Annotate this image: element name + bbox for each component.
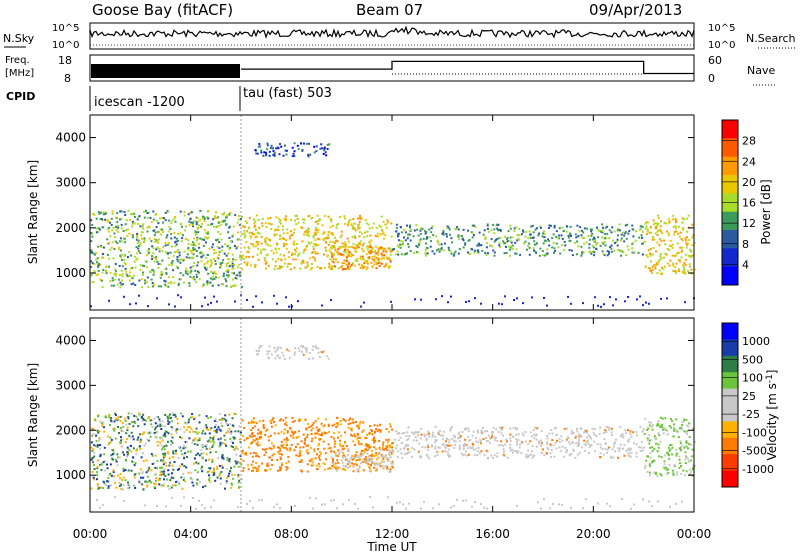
y-tick-label: 2000 bbox=[55, 221, 86, 235]
noise-panel: N.Sky 10^5 10^0 10^5 10^0 N.Search bbox=[3, 22, 796, 51]
colorbar-tick-label: -500 bbox=[742, 445, 767, 458]
echo-region bbox=[392, 425, 645, 460]
echo-region bbox=[241, 416, 394, 473]
echo-region bbox=[90, 412, 243, 491]
time-axis: 00:00 04:00 08:00 12:00 16:00 20:00 00:00 bbox=[73, 115, 712, 541]
nsky-label: N.Sky bbox=[3, 32, 35, 45]
colorbar-swatch bbox=[722, 372, 738, 390]
colorbar-tick-label: 500 bbox=[742, 353, 763, 366]
colorbar-swatch bbox=[722, 156, 738, 176]
power-ylabel: Slant Range [km] bbox=[26, 160, 40, 264]
colorbar-swatch bbox=[722, 437, 738, 455]
x-tick-label: 00:00 bbox=[677, 527, 712, 541]
nave-label: Nave bbox=[747, 64, 775, 77]
colorbar-swatch bbox=[722, 388, 738, 406]
date-title: 09/Apr/2013 bbox=[589, 1, 682, 19]
freq-label-1: Freq. bbox=[5, 55, 30, 66]
echo-region bbox=[330, 245, 393, 271]
nsearch-label: N.Search bbox=[746, 32, 796, 45]
freq-label-2: [MHz] bbox=[5, 68, 34, 79]
colorbar-swatch bbox=[722, 266, 738, 286]
echo-region bbox=[392, 223, 644, 257]
y-tick-label: 4000 bbox=[55, 333, 86, 347]
colorbar-tick-label: 16 bbox=[742, 197, 756, 210]
x-tick-label: 12:00 bbox=[375, 527, 410, 541]
colorbar-swatch bbox=[722, 454, 738, 472]
y-tick-label: 3000 bbox=[55, 176, 86, 190]
y-tick-label: 1000 bbox=[55, 266, 86, 280]
freq-tick-bottom: 8 bbox=[64, 72, 71, 85]
cpid-program-1: icescan -1200 bbox=[94, 95, 185, 110]
noise-sky-line bbox=[89, 25, 695, 39]
colorbar-tick-label: 12 bbox=[742, 217, 756, 230]
station-title: Goose Bay (fitACF) bbox=[92, 1, 233, 19]
y-tick-label: 1000 bbox=[55, 468, 86, 482]
cpid-strip: CPID icescan -1200 tau (fast) 503 bbox=[6, 86, 332, 111]
colorbar-swatch bbox=[722, 120, 738, 139]
velocity-panel: 1000 2000 3000 4000 Slant Range [km] 1000 50… bbox=[26, 317, 779, 513]
x-tick-label: 16:00 bbox=[475, 527, 510, 541]
colorbar-swatch bbox=[722, 211, 738, 231]
y-tick-label: 3000 bbox=[55, 378, 86, 392]
near-range-echoes bbox=[96, 496, 683, 510]
echo-region bbox=[644, 214, 696, 275]
colorbar-tick-label: -100 bbox=[742, 426, 767, 439]
echo-region bbox=[90, 209, 243, 289]
colorbar-tick-label: 25 bbox=[742, 390, 756, 403]
colorbar-swatch bbox=[722, 421, 738, 439]
colorbar-swatch bbox=[722, 323, 738, 340]
x-tick-label: 20:00 bbox=[576, 527, 611, 541]
echo-region bbox=[254, 142, 331, 158]
xlabel: Time UT bbox=[366, 540, 417, 554]
colorbar-tick-label: 28 bbox=[742, 135, 756, 148]
beam-title: Beam 07 bbox=[356, 1, 423, 19]
freq-panel: Freq. [MHz] 18 8 60 0 Nave bbox=[5, 54, 775, 86]
echo-region bbox=[330, 448, 394, 473]
colorbar-swatch bbox=[722, 405, 738, 422]
freq-line bbox=[241, 60, 694, 75]
nave-tick-top: 60 bbox=[708, 54, 722, 67]
colorbar-swatch bbox=[722, 355, 738, 373]
colorbar-swatch bbox=[722, 230, 738, 249]
power-panel: 1000 2000 3000 4000 Slant Range [km] 28 24 20… bbox=[26, 114, 773, 311]
colorbar-swatch bbox=[722, 175, 738, 194]
y-tick-label: 4000 bbox=[55, 131, 86, 145]
colorbar-swatch bbox=[722, 339, 738, 357]
colorbar-tick-label: -1000 bbox=[742, 463, 774, 476]
velocity-ylabel: Slant Range [km] bbox=[26, 363, 40, 467]
velocity-cbar-label: Velocity [m s-1] bbox=[765, 370, 779, 461]
power-cbar-label: Power [dB] bbox=[759, 179, 773, 244]
echo-region bbox=[643, 416, 696, 478]
freq-cycling-block bbox=[91, 64, 240, 78]
colorbar-tick-label: 20 bbox=[742, 176, 756, 189]
cpid-label: CPID bbox=[6, 90, 35, 103]
colorbar-tick-label: 8 bbox=[742, 238, 749, 251]
nsearch-bottom-tick: 10^0 bbox=[708, 40, 735, 51]
nsky-bottom-tick: 10^0 bbox=[52, 40, 79, 51]
nsky-top-tick: 10^5 bbox=[52, 23, 79, 34]
freq-tick-top: 18 bbox=[58, 54, 72, 67]
x-tick-label: 08:00 bbox=[274, 527, 309, 541]
colorbar-swatch bbox=[722, 248, 738, 268]
colorbar-swatch bbox=[722, 138, 738, 158]
colorbar-tick-label: 100 bbox=[742, 372, 763, 385]
cpid-program-2: tau (fast) 503 bbox=[243, 86, 332, 101]
colorbar-tick-label: -25 bbox=[742, 408, 760, 421]
colorbar-tick-label: 1000 bbox=[742, 335, 770, 348]
colorbar-tick-label: 24 bbox=[742, 155, 756, 168]
nsearch-top-tick: 10^5 bbox=[708, 23, 735, 34]
echo-region bbox=[255, 345, 330, 360]
nave-tick-bottom: 0 bbox=[708, 72, 715, 85]
colorbar-tick-label: 4 bbox=[742, 258, 749, 271]
x-tick-label: 04:00 bbox=[173, 527, 208, 541]
x-tick-label: 00:00 bbox=[73, 527, 108, 541]
colorbar-frame bbox=[721, 322, 739, 488]
colorbar-swatch bbox=[722, 470, 738, 488]
y-tick-label: 2000 bbox=[55, 423, 86, 437]
